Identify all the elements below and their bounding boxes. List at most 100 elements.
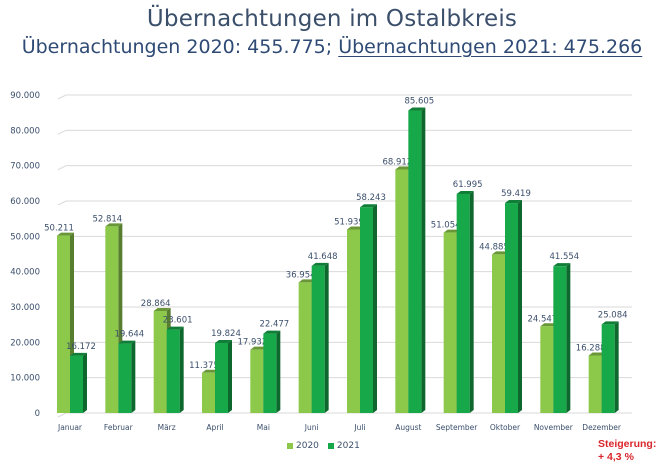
bar-2020 [153,311,167,413]
x-tick-label: Februar [104,423,134,432]
y-tick-label: 70.000 [10,162,40,172]
bar-2020 [540,326,554,413]
bar-2021 [263,333,277,413]
x-tick-label: Juli [353,423,365,432]
bar-2020 [395,169,409,413]
bar-top-2020 [250,346,268,350]
bar-2020 [443,232,457,413]
bar-top-2020 [347,226,364,230]
data-label-2021: 58.243 [356,193,386,203]
y-tick-label: 40.000 [10,268,40,278]
legend: 2020 2021 [287,441,360,451]
bar-top-2021 [408,107,426,111]
increase-note: Steigerung: + 4,3 % [598,438,656,464]
data-label-2021: 16.172 [66,342,96,352]
data-label-2021: 25.084 [598,310,628,320]
gridline-perspective [57,94,67,100]
bar-2020 [347,229,360,413]
bar-2021 [166,329,180,413]
x-tick-label: Mai [257,423,270,432]
bar-side-2021 [373,204,377,413]
bar-2021 [505,203,518,413]
bar-2020 [492,254,505,413]
bar-top-2020 [540,323,558,327]
bar-side-2021 [131,340,136,413]
gridline-perspective [57,129,67,135]
bar-top-2021 [215,339,232,343]
bar-top-2021 [263,330,281,334]
data-label-2020: 51.054 [431,221,461,231]
bar-2020 [57,235,70,413]
data-label-2020: 50.211 [44,224,74,234]
data-label-2021: 59.419 [501,189,531,199]
bar-top-2021 [553,263,571,267]
bar-side-2021 [179,326,184,413]
bar-side-2021 [469,190,474,413]
legend-swatch-2021 [327,443,334,449]
gridline-perspective [57,412,67,418]
bar-side-2021 [421,107,426,414]
bar-top-2020 [202,369,219,373]
bar-2021 [360,207,373,413]
data-label-2020: 16.288 [576,343,606,353]
bar-2021 [456,193,470,413]
data-label-2020: 52.814 [92,214,122,224]
data-label-2021: 41.648 [308,252,338,262]
y-tick-label: 0 [35,409,40,419]
chart-title: Übernachtungen im Ostalbkreis [146,6,518,32]
bar-top-2020 [105,223,123,227]
data-label-2021: 61.995 [453,180,483,190]
y-tick-label: 60.000 [10,197,40,207]
bar-top-2020 [395,166,413,170]
bar-top-2021 [70,352,87,356]
legend-label-2021: 2021 [336,441,360,451]
bar-2021 [70,355,83,413]
data-label-2021: 19.824 [211,329,241,339]
bar-top-2020 [443,229,461,233]
legend-swatch-2020 [287,443,293,449]
y-tick-label: 50.000 [10,232,40,242]
chart-subtitle: Übernachtungen 2020: 455.775; Übernachtu… [0,36,664,58]
increase-value: + 4,3 % [598,451,634,463]
bar-2021 [215,342,228,413]
bar-2020 [105,226,119,413]
data-label-2020: 44.885 [479,242,509,252]
bar-side-2021 [566,263,571,413]
data-label-2020: 11.375 [189,361,219,371]
x-tick-label: Juni [304,423,319,432]
y-tick-label: 20.000 [10,338,40,348]
legend-item-2021: 2021 [327,441,360,451]
bar-top-2021 [505,200,522,204]
bar-top-2021 [166,326,184,330]
x-tick-label: August [395,423,421,432]
x-tick-label: Oktober [490,423,521,432]
bar-2021 [408,110,422,414]
bar-top-2021 [311,262,329,266]
bar-top-2020 [492,251,509,255]
bar-top-2021 [360,204,377,208]
data-label-2021: 22.477 [259,320,289,330]
subtitle-2021-total: Übernachtungen 2021: 475.266 [338,36,643,58]
y-tick-label: 10.000 [10,374,40,384]
x-tick-label: November [534,423,574,432]
bar-side-2021 [83,352,87,413]
bar-2020 [588,355,602,413]
bar-2020 [202,372,215,413]
bar-top-2021 [118,340,136,344]
y-tick-label: 80.000 [10,126,40,136]
x-tick-label: September [436,423,478,432]
data-label-2020: 28.864 [141,299,171,309]
y-tick-label: 30.000 [10,303,40,313]
bar-2021 [601,324,615,413]
bar-top-2020 [588,352,606,356]
data-label-2020: 17.932 [237,338,267,348]
data-label-2020: 51.939 [334,217,364,227]
x-tick-label: April [206,423,223,432]
increase-label: Steigerung: [598,438,657,450]
bar-2020 [298,282,312,413]
data-label-2020: 36.954 [286,270,316,280]
bar-2021 [311,265,325,413]
bar-2021 [553,266,567,413]
subtitle-2020-total: Übernachtungen 2020: 455.775; [21,36,333,58]
